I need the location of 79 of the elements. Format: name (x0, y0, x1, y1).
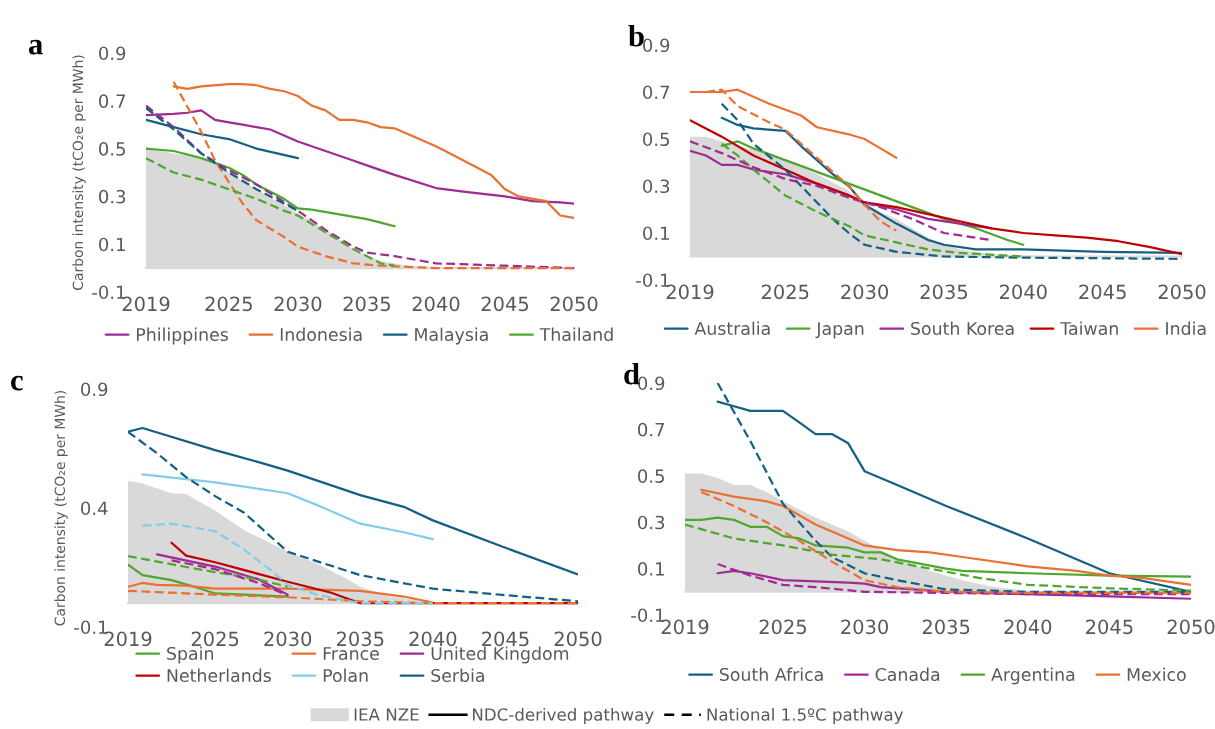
line-series (141, 522, 434, 605)
y-tick-label: 0.9 (638, 376, 665, 391)
x-tick-label: 2030 (274, 296, 322, 312)
y-tick-label: 0.5 (643, 132, 669, 147)
chart-title: d (624, 363, 640, 385)
line-series (172, 80, 574, 270)
line-series (128, 563, 289, 598)
legend-label: Serbia (431, 668, 484, 683)
legend-label: Australia (694, 321, 770, 336)
x-tick-label: 2030 (264, 631, 312, 647)
y-axis-title: Carbon intensity (tCO₂e per MWh) (72, 55, 86, 290)
x-tick-label: 2045 (1079, 284, 1126, 300)
legend-label: South Korea (911, 321, 1014, 336)
legend-label: Malaysia (415, 327, 488, 345)
legend-label: Japan (815, 322, 864, 339)
y-tick-label: 0.4 (81, 501, 108, 516)
x-tick-label: 2040 (409, 631, 457, 647)
chart-title: a (28, 39, 43, 55)
legend-label: France (323, 647, 379, 661)
x-tick-label: 2045 (1086, 619, 1133, 635)
y-tick-label: 0.1 (99, 237, 125, 252)
x-tick-label: 2035 (920, 284, 967, 300)
y-tick-label: 0.1 (638, 562, 664, 576)
chart-title: c (11, 375, 23, 391)
y-tick-label: 0.3 (99, 189, 126, 204)
legend-label: Polan (323, 668, 368, 683)
x-tick-label: 2035 (336, 631, 384, 647)
x-tick-label: 2025 (205, 296, 252, 312)
line-series (146, 157, 396, 267)
x-tick-label: 2050 (1167, 619, 1215, 635)
chart-title: b (628, 25, 644, 47)
x-tick-label: 2030 (841, 619, 888, 635)
y-tick-label: 0.9 (99, 46, 126, 61)
line-series (146, 106, 299, 212)
line-series (146, 104, 574, 270)
legend-label: Indonesia (280, 327, 362, 342)
y-tick-label: 0.9 (643, 38, 670, 53)
legend-label: United Kingdom (431, 646, 569, 664)
x-tick-label: 2025 (759, 619, 806, 635)
text: National 1.5ºC pathway (707, 707, 904, 725)
x-tick-label: 2025 (191, 631, 239, 647)
x-tick-label: 2040 (999, 284, 1047, 300)
y-tick-label: 0.7 (643, 85, 670, 100)
x-tick-label: 2040 (412, 296, 460, 312)
x-tick-label: 2040 (1004, 619, 1052, 635)
y-tick-label: 0.3 (643, 179, 670, 194)
x-tick-label: 2050 (1158, 284, 1206, 300)
y-tick-label: 0.5 (99, 142, 125, 156)
legend-label: Canada (875, 667, 940, 682)
legend-label: Mexico (1127, 667, 1186, 682)
y-tick-label: 0.1 (643, 226, 669, 241)
legend-label: Thailand (539, 327, 613, 342)
line-series (716, 562, 1191, 596)
x-tick-label: 2050 (554, 631, 602, 647)
legend-label: India (1166, 321, 1206, 336)
y-tick-label: 0.5 (638, 469, 664, 483)
legend-label: South Africa (719, 667, 823, 682)
y-axis-title: Carbon intensity (tCO₂e per MWh) (54, 390, 68, 626)
x-tick-label: 2025 (761, 284, 809, 300)
legend-label: Argentina (991, 667, 1075, 685)
line-series (128, 554, 289, 588)
x-tick-label: 2050 (550, 296, 598, 312)
line-series (141, 473, 434, 541)
legend-label: Philippines (136, 327, 228, 345)
x-tick-label: 2045 (482, 631, 529, 647)
x-tick-label: 2035 (343, 296, 390, 312)
x-tick-label: 2035 (922, 619, 970, 635)
x-tick-label: 2045 (481, 296, 529, 312)
legend-label: Netherlands (167, 668, 271, 683)
line-series (146, 147, 396, 228)
y-tick-label: 0.7 (638, 422, 665, 437)
legend-label: Spain (167, 646, 213, 664)
x-tick-label: 2030 (841, 284, 889, 300)
y-tick-label: 0.3 (638, 515, 665, 530)
legend-label: IEA NZE (354, 708, 419, 721)
text: NDC-derived pathway (473, 707, 654, 725)
y-tick-label: 0.9 (81, 382, 108, 397)
y-tick-label: 0.7 (99, 94, 126, 108)
legend-label: Taiwan (1060, 321, 1118, 336)
